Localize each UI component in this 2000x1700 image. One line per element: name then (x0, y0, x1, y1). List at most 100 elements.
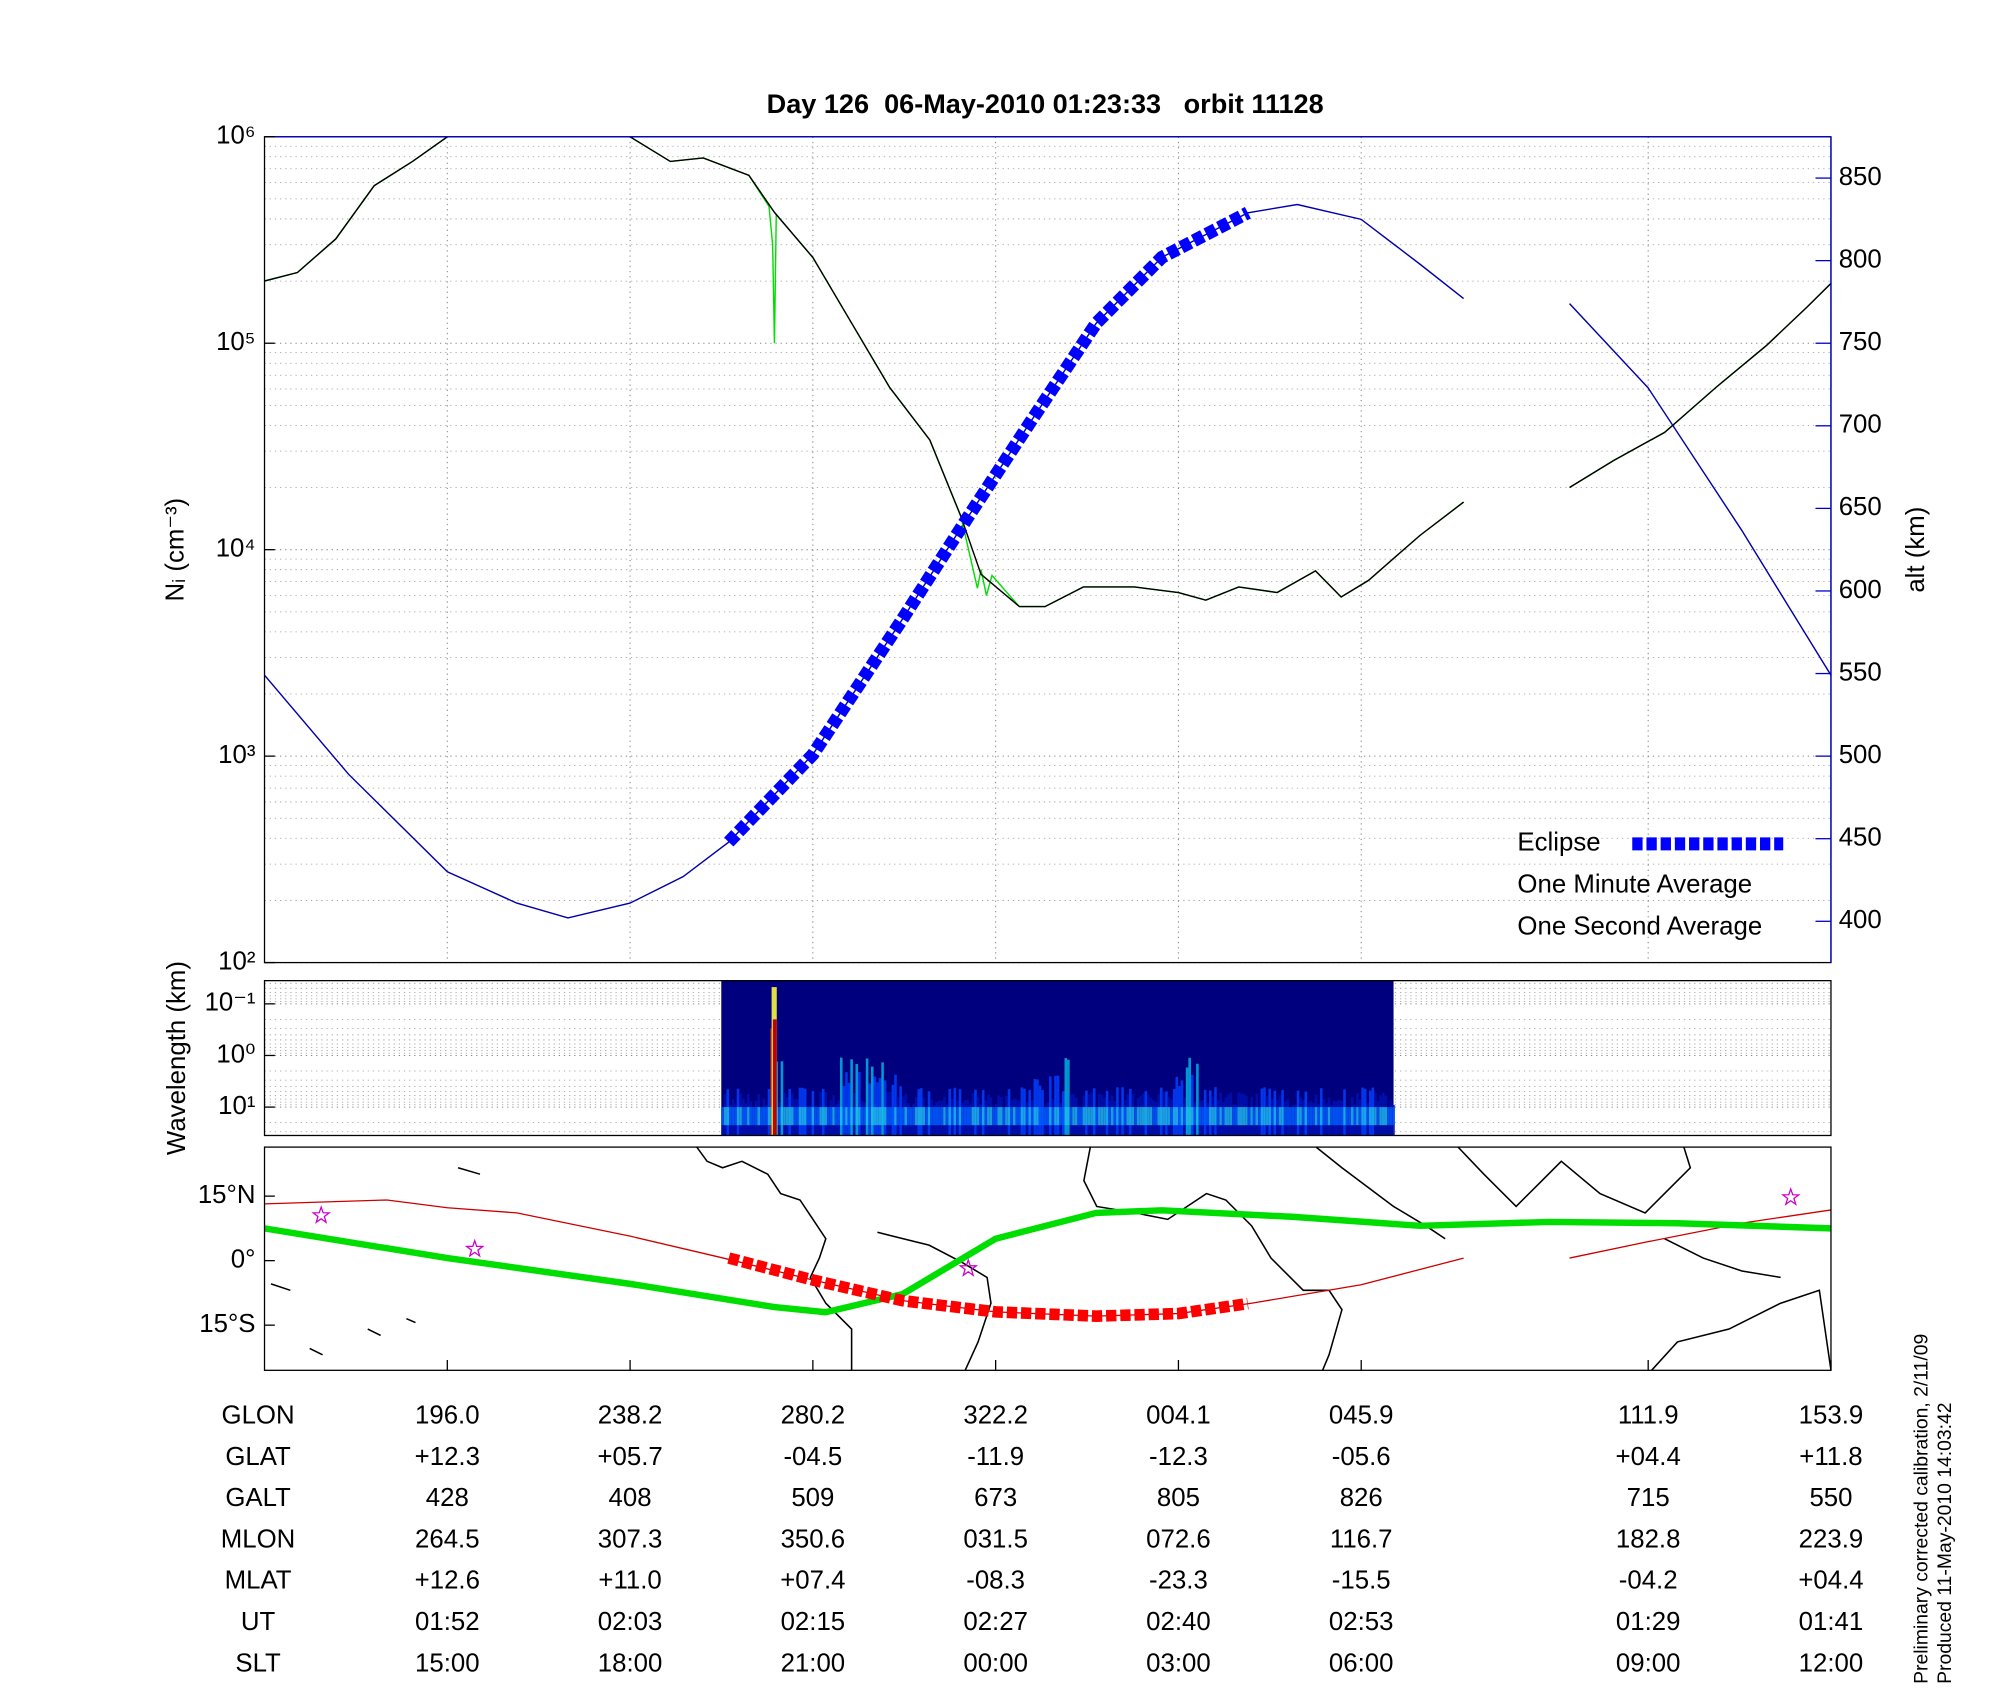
plot-area (264, 136, 1831, 919)
spectrogram-cell (969, 1107, 972, 1126)
spectrogram-cell (974, 1107, 977, 1126)
chart-title: Day 126 06-May-2010 01:23:33 orbit 11128 (767, 88, 1324, 119)
spectrogram-cell (1136, 1107, 1140, 1126)
cell: 673 (974, 1484, 1017, 1512)
cell: 21:00 (781, 1649, 846, 1677)
spectrogram-cell (1332, 1107, 1336, 1126)
cell: +04.4 (1798, 1567, 1863, 1595)
cell: 02:27 (963, 1608, 1028, 1636)
spectrogram-cell (883, 1107, 887, 1126)
spectrogram-cell (1113, 1107, 1117, 1126)
cell: -04.2 (1619, 1567, 1678, 1595)
spectrogram-cell (1051, 1107, 1055, 1126)
spectrogram-cell (1072, 1107, 1075, 1126)
spectrogram-cell (950, 1107, 954, 1126)
cell: +11.0 (598, 1567, 661, 1595)
spectrogram-cell (1046, 1107, 1050, 1126)
spectrogram-cell (994, 1107, 998, 1126)
track-line (264, 1207, 1831, 1316)
spectrogram-cell (723, 1107, 727, 1126)
spectrogram-cell (1033, 1107, 1037, 1126)
spectrogram-cell (1087, 1107, 1091, 1126)
spectrogram-cell (741, 1107, 745, 1126)
y2-tick-label: 600 (1839, 576, 1882, 604)
cell: +07.4 (780, 1567, 845, 1595)
spectrogram-cell (1273, 1107, 1277, 1126)
coastlines (270, 1147, 1831, 1371)
spectrogram-cell (881, 1107, 884, 1126)
cell: 18:00 (598, 1649, 663, 1677)
row-label: GLON (222, 1402, 295, 1430)
spectrogram-cell (1190, 1074, 1194, 1136)
spectrogram-cell (785, 1107, 789, 1126)
spectrogram-cell (1216, 1107, 1220, 1126)
spectrogram-cell (1335, 1107, 1339, 1126)
spectrogram-cell (1056, 1107, 1060, 1126)
footnote: Preliminary corrected calibration, 2/11/… (1911, 1334, 1933, 1684)
map-tracks (264, 1187, 1831, 1322)
spectrogram-cell (793, 1107, 797, 1126)
spectrogram-cell (1374, 1107, 1377, 1126)
ephemeris-table: GLON 196.0 238.2 280.2 322.2 004.1 045.9 111.9 1… (221, 1402, 1864, 1678)
spectrogram-cell (1387, 1107, 1390, 1126)
cell: 223.9 (1799, 1525, 1864, 1553)
row-label: MLAT (225, 1567, 292, 1595)
spectrogram-cell (1077, 1107, 1080, 1126)
spectrogram-cell (739, 1107, 742, 1126)
cell: -04.5 (783, 1443, 842, 1471)
spectrogram-cell (1369, 1107, 1372, 1126)
islands (270, 1166, 481, 1356)
row-label: SLT (235, 1649, 281, 1677)
cell: 02:53 (1329, 1608, 1394, 1636)
spectrogram-cell (747, 1107, 750, 1126)
spectrogram-cell (821, 1107, 825, 1126)
y-tick-label: 10⁻¹ (205, 989, 256, 1017)
star-marker (958, 1258, 979, 1277)
cell: 116.7 (1330, 1525, 1393, 1553)
spectrogram-cell (1020, 1107, 1024, 1126)
spectrogram-cell (1361, 1107, 1364, 1126)
spectrogram-cell (845, 1072, 848, 1136)
cell: 322.2 (963, 1402, 1028, 1430)
plot-frame (263, 1146, 1832, 1371)
spectrogram (721, 980, 1395, 1136)
spectrogram-cell (852, 1107, 856, 1126)
spectrogram-cell (1147, 1107, 1150, 1126)
spectrogram-cell (834, 1107, 838, 1126)
cell: -23.3 (1149, 1567, 1208, 1595)
cell: 805 (1157, 1484, 1200, 1512)
spectrogram-cell (1167, 1107, 1171, 1126)
spectrogram-cell (1149, 1107, 1153, 1126)
spectrogram-cell (1160, 1107, 1163, 1126)
spectrogram-cell (1325, 1107, 1328, 1126)
spectrogram-cell (1283, 1107, 1287, 1126)
spectrogram-cell (873, 1076, 877, 1136)
cell: 02:40 (1146, 1608, 1211, 1636)
spectrogram-cell (963, 1107, 967, 1126)
row-label: GLAT (225, 1443, 291, 1471)
spectrogram-cell (840, 1107, 843, 1126)
spectrogram-cell (1188, 1057, 1191, 1136)
spectrogram-cell (1108, 1107, 1111, 1126)
spectrogram-cell (953, 1107, 957, 1126)
spectrogram-cell (1185, 1067, 1189, 1136)
spectrogram-cell (816, 1107, 820, 1126)
spectrogram-cell (1178, 1107, 1181, 1126)
spectrogram-cell (1067, 1107, 1070, 1126)
spectrogram-cell (1049, 1107, 1052, 1126)
plot-frame (263, 980, 1832, 1137)
spectrogram-cell (1061, 1107, 1065, 1126)
spectrogram-cell (1309, 1107, 1313, 1126)
spectrogram-cell (912, 1107, 915, 1126)
spectrogram-cell (1100, 1107, 1104, 1126)
spectrogram-cell (1043, 1107, 1047, 1126)
spectrogram-cell (932, 1107, 936, 1126)
spectrogram-cell (780, 1061, 784, 1136)
spectrogram-cell (824, 1107, 828, 1126)
cell: 550 (1809, 1484, 1852, 1512)
spectrogram-cell (1154, 1107, 1158, 1126)
y2-tick-label: 450 (1839, 824, 1882, 852)
spectrogram-cell (1304, 1107, 1308, 1126)
spectrogram-cell (1276, 1107, 1279, 1126)
cell: -15.5 (1332, 1567, 1391, 1595)
